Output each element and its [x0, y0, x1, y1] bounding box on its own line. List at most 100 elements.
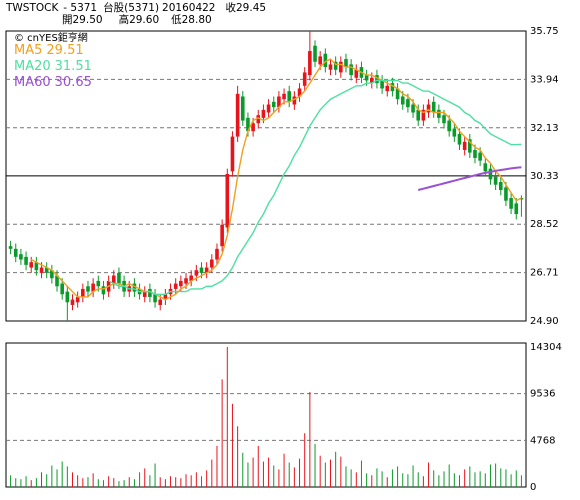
candle-body — [297, 88, 302, 97]
candle-body — [240, 96, 245, 121]
candle-body — [292, 96, 297, 105]
candle-body — [261, 109, 266, 118]
candle-body — [271, 101, 276, 108]
candle-body — [328, 64, 333, 70]
header-line-1: TWSTOCK - 5371 台股(5371) 20160422 收29.45 — [5, 1, 266, 14]
market: 台股(5371) — [103, 1, 159, 14]
volume-tick-label: 4768 — [530, 435, 555, 446]
candle-body — [189, 275, 193, 281]
candle-body — [406, 99, 410, 108]
volume-tick-label: 14304 — [530, 342, 562, 353]
close-label: 收 — [226, 1, 237, 14]
candle-body — [400, 96, 405, 105]
candle-body — [111, 275, 116, 284]
candle-body — [163, 294, 168, 300]
y-tick-label: 33.94 — [530, 74, 559, 85]
candle-body — [349, 64, 353, 76]
ma-line — [417, 166, 522, 191]
y-tick-label: 24.90 — [530, 316, 559, 327]
candle-body — [86, 286, 90, 292]
candle-body — [395, 88, 400, 100]
volume-panel — [5, 342, 527, 488]
candle-body — [364, 75, 369, 81]
candle-body — [447, 120, 451, 132]
candle-body — [117, 272, 121, 284]
candle-body — [173, 283, 178, 289]
candle-body — [230, 136, 235, 172]
candle-body — [468, 139, 472, 153]
high-label: 高 — [119, 13, 130, 26]
candle-body — [29, 262, 34, 268]
candle-body — [369, 77, 374, 84]
candle-body — [132, 283, 137, 292]
candle-body — [442, 115, 446, 124]
legend-name: MA5 — [14, 43, 42, 58]
source: TWSTOCK — [5, 2, 59, 14]
candle-body — [457, 133, 462, 145]
candle-body — [478, 152, 482, 161]
volume-tick-label: 0 — [530, 482, 536, 493]
candle-body — [266, 104, 271, 113]
candle-body — [483, 163, 488, 172]
low-label: 低 — [171, 13, 182, 26]
candle-body — [390, 83, 395, 92]
candle-body — [101, 286, 106, 295]
legend-entry: MA5 29.51 — [14, 43, 84, 58]
candle-body — [8, 246, 13, 249]
candle-body — [426, 104, 431, 113]
y-tick-label: 35.75 — [530, 26, 559, 37]
candle-body — [473, 149, 477, 158]
candle-body — [235, 93, 240, 137]
candle-body — [488, 168, 493, 180]
legend-name: MA20 — [14, 59, 51, 74]
candle-body — [44, 267, 49, 273]
candle-body — [514, 203, 519, 215]
date: 20160422 — [162, 2, 215, 14]
candle-body — [251, 123, 255, 132]
candle-body — [421, 109, 426, 121]
candle-body — [519, 198, 524, 200]
legend-name: MA60 — [14, 75, 51, 90]
candle-body — [55, 275, 59, 287]
candle-body — [493, 176, 498, 185]
candle-body — [153, 294, 157, 303]
candle-body — [344, 59, 348, 68]
candle-body — [277, 96, 281, 108]
candle-body — [313, 45, 317, 62]
candle-body — [452, 128, 457, 137]
low-value: 28.80 — [182, 14, 212, 26]
candle-body — [158, 299, 163, 305]
candle-body — [204, 267, 209, 273]
legend-value: 29.51 — [46, 43, 83, 58]
candle-body — [504, 187, 508, 201]
candle-body — [50, 270, 54, 279]
candle-body — [24, 256, 28, 265]
y-tick-label: 30.33 — [530, 171, 559, 182]
candle-body — [60, 283, 64, 295]
legend-value: 30.65 — [55, 75, 92, 90]
candle-body — [179, 280, 183, 287]
candle-body — [34, 262, 39, 271]
candle-body — [142, 291, 147, 297]
open-label: 開 — [62, 14, 73, 26]
candle-body — [282, 93, 286, 100]
candle-body — [96, 280, 101, 287]
candle-body — [287, 91, 292, 102]
ma-line — [30, 58, 522, 301]
legend-value: 31.51 — [55, 59, 92, 74]
high-value: 29.60 — [129, 14, 159, 26]
ma-line — [108, 79, 522, 295]
y-tick-label: 28.52 — [530, 219, 559, 230]
candle-body — [416, 109, 421, 121]
candle-body — [91, 283, 95, 292]
open-value: 29.50 — [73, 14, 103, 26]
candle-body — [75, 296, 80, 303]
candle-body — [354, 69, 359, 78]
candle-body — [339, 61, 343, 73]
volume-tick-label: 9536 — [530, 389, 555, 400]
candle-body — [431, 101, 436, 113]
candle-body — [194, 270, 199, 276]
code: - 5371 — [63, 2, 97, 14]
candle-body — [333, 61, 338, 70]
